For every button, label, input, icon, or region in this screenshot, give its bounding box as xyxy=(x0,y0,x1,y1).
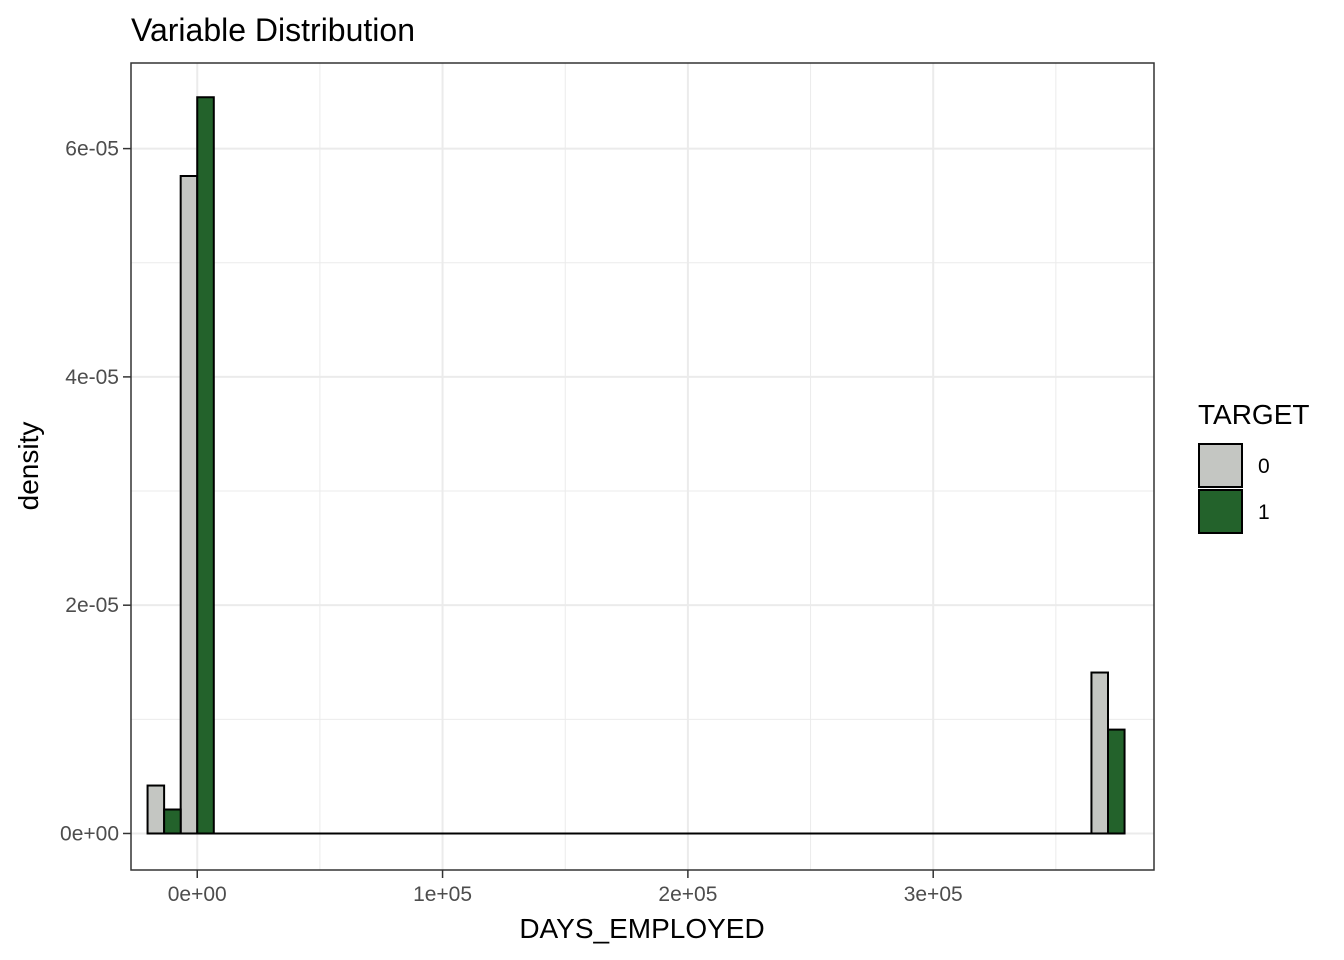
bar-target-1 xyxy=(163,808,182,835)
x-tick-label: 2e+05 xyxy=(658,883,717,906)
legend-title: TARGET xyxy=(1198,399,1309,430)
y-tick-label: 0e+00 xyxy=(60,822,119,845)
chart-title: Variable Distribution xyxy=(131,12,415,48)
bar-target-0 xyxy=(1090,671,1110,835)
x-axis-title: DAYS_EMPLOYED xyxy=(519,913,764,944)
plot-panel xyxy=(131,63,1154,870)
panel-border xyxy=(130,62,1155,871)
y-tick-label: 6e-05 xyxy=(65,138,119,161)
y-axis: 0e+00 2e-05 4e-05 6e-05 xyxy=(60,138,131,845)
bars xyxy=(146,96,1126,835)
bar-target-0 xyxy=(146,784,166,835)
bar-target-0 xyxy=(179,175,199,835)
legend: TARGET 0 1 xyxy=(1198,399,1309,534)
x-tick-label: 3e+05 xyxy=(904,883,963,906)
y-tick-label: 2e-05 xyxy=(65,594,119,617)
y-axis-title: density xyxy=(13,422,44,511)
legend-key-1 xyxy=(1198,489,1243,534)
legend-label-1: 1 xyxy=(1258,501,1270,524)
x-axis: 0e+00 1e+05 2e+05 3e+05 xyxy=(168,870,963,906)
x-tick-label: 0e+00 xyxy=(168,883,227,906)
y-tick-label: 4e-05 xyxy=(65,366,119,389)
x-tick-label: 1e+05 xyxy=(413,883,472,906)
bar-target-1 xyxy=(196,96,215,835)
bar-target-1 xyxy=(1107,728,1126,835)
legend-key-0 xyxy=(1198,443,1243,488)
grid-minor xyxy=(131,63,1154,870)
legend-label-0: 0 xyxy=(1258,455,1270,478)
